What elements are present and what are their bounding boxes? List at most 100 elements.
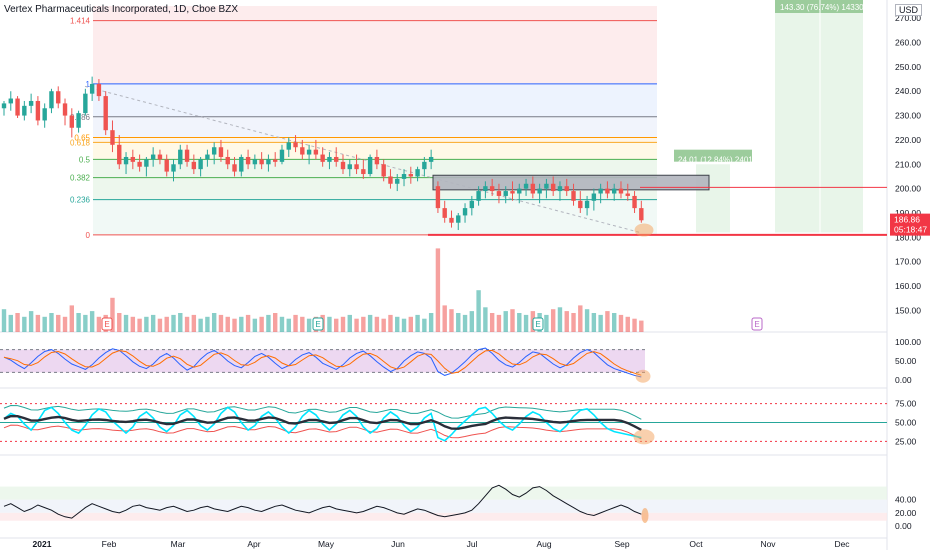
time-tick-Nov: Nov: [760, 539, 776, 549]
time-tick-Jun: Jun: [391, 539, 405, 549]
candle-body-75: [510, 191, 515, 194]
currency-badge[interactable]: USD: [895, 4, 923, 16]
long-position-large-tag: [775, 0, 863, 13]
price-tick-200.00: 200.00: [895, 184, 921, 194]
rsi-d-line: [3, 349, 642, 376]
candle-body-20: [137, 161, 142, 167]
volume-bar-44: [300, 316, 305, 332]
volume-bar-30: [205, 316, 210, 332]
volume-bar-93: [632, 318, 637, 332]
volume-bar-27: [184, 316, 190, 332]
bottom-line: [3, 484, 642, 519]
candle-body-15: [103, 96, 108, 131]
candle-body-7: [49, 91, 54, 109]
candle-body-57: [388, 176, 393, 184]
candle-body-30: [205, 154, 210, 160]
price-tick-270.00: 270.00: [895, 13, 921, 23]
earnings-marker-3: E: [754, 320, 759, 329]
rsi-tick-2: 0.00: [895, 375, 912, 385]
chart-title: Vertex Pharmaceuticals Incorporated, 1D,…: [4, 4, 239, 15]
volume-bar-41: [279, 316, 285, 332]
volume-bar-22: [150, 314, 156, 332]
volume-bar-7: [49, 313, 54, 332]
bottom-tick-2: 0.00: [895, 521, 912, 531]
volume-bar-24: [164, 316, 169, 332]
rsi-k-line: [3, 347, 642, 378]
osc-tick-2: 25.00: [895, 436, 917, 446]
candle-body-3: [22, 105, 27, 116]
candle-body-70: [476, 191, 481, 201]
fib-label-0.236: 0.236: [70, 196, 91, 205]
rsi-band: [0, 349, 645, 373]
candle-body-66: [449, 217, 454, 223]
fibonacci-retracement[interactable]: 1.41410.7860.650.6180.50.3820.236024.01 …: [70, 0, 887, 240]
time-tick-May: May: [318, 539, 335, 549]
rsi-tick-0: 100.00: [895, 337, 921, 347]
volume-bar-54: [367, 314, 373, 332]
candle-body-36: [245, 156, 251, 165]
candle-body-93: [632, 195, 637, 209]
candle-body-5: [35, 100, 41, 121]
volume-bar-18: [123, 314, 129, 332]
bottom-band-upper: [0, 486, 887, 500]
volume-bar-25: [171, 314, 176, 332]
volume-bar-4: [28, 311, 34, 332]
fib-label-1.414: 1.414: [70, 17, 91, 26]
volume-bar-81: [550, 309, 556, 332]
volume-bar-52: [354, 318, 359, 332]
candle-body-0: [1, 103, 7, 109]
candle-body-38: [259, 159, 264, 165]
candle-body-90: [612, 188, 617, 194]
candle-body-80: [544, 183, 549, 189]
volume-bar-40: [273, 313, 278, 332]
candle-body-11: [76, 113, 81, 128]
candle-body-21: [144, 159, 149, 167]
volume-bar-86: [584, 309, 590, 332]
volume-bar-13: [89, 311, 95, 332]
volume-bar-75: [510, 309, 515, 332]
volume-bar-56: [381, 318, 386, 332]
volume-bar-82: [557, 307, 563, 332]
candle-body-71: [483, 186, 488, 192]
candle-body-22: [150, 154, 156, 160]
candle-body-27: [184, 149, 190, 162]
volume-bar-20: [137, 318, 142, 332]
fib-band-3: [93, 137, 657, 143]
fib-band-0: [93, 20, 657, 84]
volume-bar-87: [591, 313, 597, 332]
candle-body-31: [211, 147, 217, 155]
axes: 270.00 260.00 250.00 240.00 230.00 220.00 210.…: [0, 13, 930, 549]
volume-bar-73: [496, 314, 502, 332]
volume-bar-91: [618, 314, 624, 332]
volume-bar-65: [442, 305, 447, 332]
candle-body-94: [639, 208, 644, 221]
candle-body-78: [530, 183, 536, 194]
osc-lower-band: [3, 424, 642, 440]
volume-bar-2: [15, 313, 20, 332]
volume-bar-83: [564, 311, 569, 332]
candle-body-54: [367, 156, 373, 175]
earnings-marker-0: E: [104, 320, 109, 329]
candle-body-69: [469, 200, 475, 209]
candle-body-45: [306, 149, 312, 155]
candle-body-17: [117, 144, 122, 165]
candle-body-64: [435, 186, 441, 209]
volume-bar-61: [415, 314, 420, 332]
candle-body-19: [130, 156, 136, 162]
price-tick-210.00: 210.00: [895, 159, 921, 169]
candle-body-81: [550, 183, 556, 192]
time-tick-Jul: Jul: [467, 539, 478, 549]
candle-body-83: [564, 186, 569, 192]
fib-band-4: [93, 142, 657, 160]
volume-bar-53: [361, 316, 366, 332]
volume-bar-26: [178, 313, 183, 332]
volume-bar-88: [598, 314, 603, 332]
volume-bar-32: [218, 314, 224, 332]
candle-body-79: [537, 188, 542, 194]
indicator-panels: [0, 347, 887, 523]
volume-bar-77: [523, 314, 529, 332]
long-position-large-box: [775, 0, 863, 233]
candle-body-87: [591, 193, 597, 201]
volume-bar-49: [334, 318, 339, 332]
